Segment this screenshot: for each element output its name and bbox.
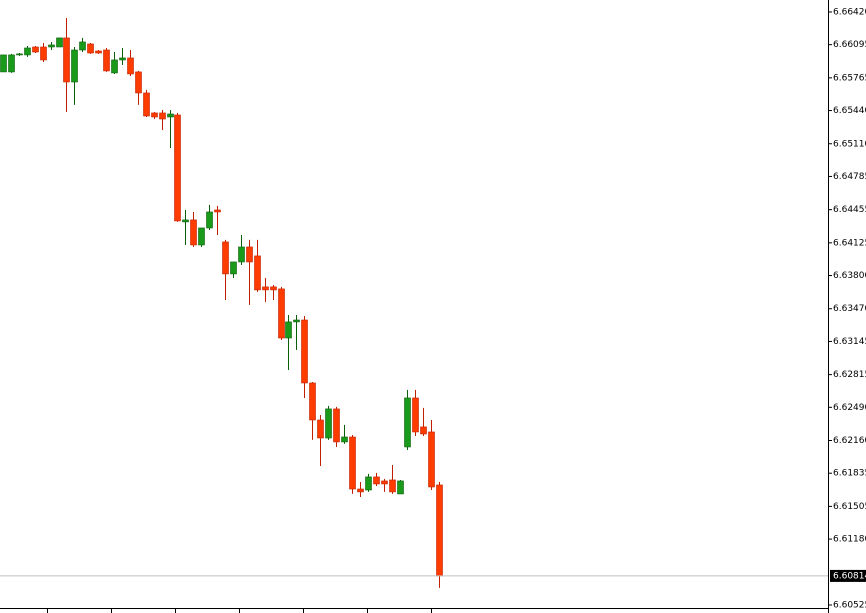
- candle-body: [341, 436, 348, 443]
- candle-body: [381, 480, 388, 485]
- candle-body: [159, 112, 166, 120]
- y-tick-label: 6.61505: [833, 502, 866, 512]
- candle-body: [365, 476, 372, 491]
- candle-body: [301, 319, 308, 384]
- y-tick-label: 6.62815: [833, 370, 866, 380]
- candle-body: [63, 37, 70, 83]
- y-tick-label: 6.61835: [833, 469, 866, 479]
- candle-body: [40, 46, 47, 61]
- candle-body: [293, 319, 300, 323]
- y-tick-label: 6.61180: [833, 535, 866, 545]
- candle-body: [238, 246, 245, 263]
- candle-body: [127, 57, 134, 75]
- candle-body: [397, 480, 404, 495]
- candle-body: [278, 288, 285, 339]
- candle-body: [420, 426, 427, 435]
- candle-body: [222, 241, 229, 275]
- candle-body: [285, 321, 292, 339]
- candle-body: [436, 484, 443, 577]
- candle-body: [32, 46, 39, 53]
- candle-body: [206, 211, 213, 229]
- candle-body: [48, 44, 55, 48]
- candle-body: [357, 488, 364, 493]
- candle-body: [174, 114, 181, 222]
- candle-body: [246, 246, 253, 263]
- candle-body: [119, 57, 126, 61]
- candle-body: [389, 479, 396, 493]
- candle-body: [333, 408, 340, 443]
- y-tick-label: 6.62160: [833, 436, 866, 446]
- y-tick-label: 6.66420: [833, 7, 866, 17]
- y-tick-label: 6.65765: [833, 73, 866, 83]
- y-tick-label: 6.65440: [833, 106, 866, 116]
- y-tick-label: 6.65110: [833, 139, 866, 149]
- candle-body: [270, 286, 277, 291]
- candle-body: [8, 54, 15, 73]
- candle-body: [103, 49, 110, 72]
- candle-body: [111, 59, 118, 74]
- y-tick-label: 6.66095: [833, 40, 866, 50]
- last-price-box: [830, 569, 866, 582]
- candle-body: [0, 54, 7, 73]
- candle-body: [404, 397, 411, 448]
- candle-body: [309, 382, 316, 421]
- candle-body: [143, 92, 150, 117]
- y-tick-label: 6.63470: [833, 304, 866, 314]
- candle-body: [190, 219, 197, 246]
- last-price-label: 6.60814: [833, 571, 866, 581]
- candle-body: [412, 397, 419, 433]
- candle-body: [198, 227, 205, 246]
- y-tick-label: 6.63145: [833, 337, 866, 347]
- candle-body: [262, 286, 269, 291]
- candle-body: [135, 71, 142, 94]
- candle-body: [71, 49, 78, 83]
- candle-body: [325, 408, 332, 439]
- candle-body: [56, 37, 63, 48]
- candle-body: [254, 255, 261, 291]
- candle-body: [230, 261, 237, 275]
- candle-body: [16, 53, 23, 56]
- candle-body: [214, 209, 221, 213]
- y-tick-label: 6.63800: [833, 271, 866, 281]
- y-tick-label: 6.62490: [833, 403, 866, 413]
- y-tick-label: 6.60525: [833, 600, 866, 610]
- time-ticks: [47, 608, 432, 613]
- y-tick-label: 6.64455: [833, 205, 866, 215]
- candle-body: [373, 476, 380, 485]
- candle-body: [428, 431, 435, 488]
- candle-body: [349, 436, 356, 490]
- candle-body: [182, 219, 189, 223]
- candle-body: [24, 47, 31, 56]
- candle-body: [167, 113, 174, 118]
- candle-body: [87, 43, 94, 54]
- y-tick-label: 6.64125: [833, 238, 866, 248]
- candle-body: [79, 41, 86, 51]
- candle-body: [317, 419, 324, 439]
- candle-body: [151, 112, 158, 118]
- y-tick-label: 6.64785: [833, 172, 866, 182]
- candle-body: [95, 50, 102, 54]
